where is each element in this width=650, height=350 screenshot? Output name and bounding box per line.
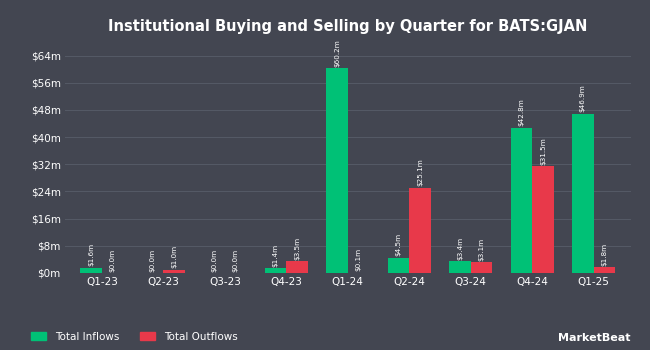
Bar [449,261,471,273]
Text: $0.0m: $0.0m [150,248,155,272]
Bar [326,69,348,273]
Text: $60.2m: $60.2m [334,40,340,67]
Text: $0.1m: $0.1m [356,248,361,271]
Text: $0.0m: $0.0m [233,248,239,272]
Bar [593,267,615,273]
Text: $0.0m: $0.0m [110,248,116,272]
Bar [81,267,102,273]
Bar [265,268,286,273]
Title: Institutional Buying and Selling by Quarter for BATS:GJAN: Institutional Buying and Selling by Quar… [108,19,588,34]
Text: $0.0m: $0.0m [211,248,217,272]
Text: $31.5m: $31.5m [540,137,546,164]
Text: $3.4m: $3.4m [457,237,463,260]
Text: $3.1m: $3.1m [478,238,484,261]
Text: $25.1m: $25.1m [417,159,423,186]
Bar [387,258,410,273]
Text: $1.8m: $1.8m [601,243,607,266]
Bar [572,114,593,273]
Text: MarketBeat: MarketBeat [558,333,630,343]
Text: $1.6m: $1.6m [88,243,94,266]
Text: $1.4m: $1.4m [272,244,279,267]
Bar [163,270,185,273]
Text: $1.0m: $1.0m [171,245,177,268]
Text: $42.8m: $42.8m [519,98,525,126]
Bar [471,262,492,273]
Legend: Total Inflows, Total Outflows: Total Inflows, Total Outflows [31,332,237,342]
Text: $4.5m: $4.5m [395,233,402,256]
Bar [286,261,308,273]
Bar [410,188,431,273]
Bar [511,128,532,273]
Bar [532,166,554,273]
Text: $3.5m: $3.5m [294,237,300,260]
Text: $46.9m: $46.9m [580,85,586,112]
